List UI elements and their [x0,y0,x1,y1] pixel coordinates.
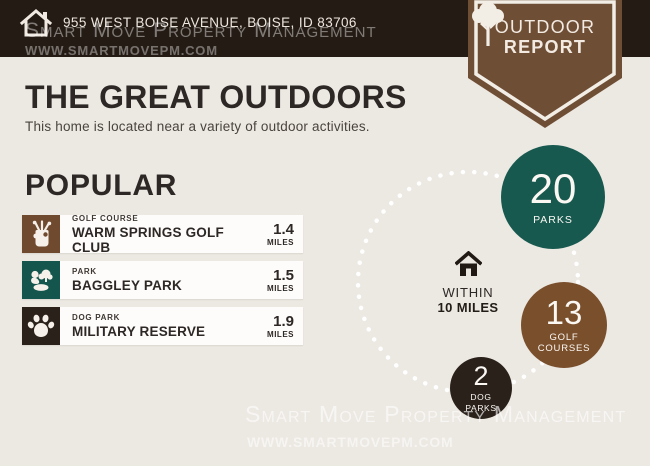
header-watermark-url: WWW.SMARTMOVEPM.COM [25,43,218,58]
stat-bubble-golf-courses: 13 GOLF COURSES [521,282,607,368]
place-name: MILITARY RESERVE [72,324,206,339]
dog-parks-count: 2 [473,361,489,392]
place-category: PARK [72,267,97,276]
place-distance-unit: MILES [267,237,294,247]
parks-count: 20 [529,165,577,212]
list-item-golf-course: GOLF COURSE WARM SPRINGS GOLF CLUB 1.4 M… [22,213,303,255]
paw-icon [22,307,60,345]
list-item-dog-park: DOG PARK MILITARY RESERVE 1.9 MILES [22,307,303,345]
place-name: BAGGLEY PARK [72,278,182,293]
header-watermark-brand: Smart Move Property Management [25,19,377,42]
house-icon [453,250,483,276]
place-distance-unit: MILES [267,329,294,339]
golf-courses-count: 13 [545,293,583,331]
outdoor-report-badge: OUTDOOR REPORT [468,0,622,130]
page-title: THE GREAT OUTDOORS [25,79,407,115]
place-category: DOG PARK [72,313,121,322]
golf-courses-label: GOLF COURSES [537,331,591,354]
radius-center-label: WITHIN 10 MILES [428,250,508,315]
parks-label: PARKS [533,214,573,226]
house-outline-icon [19,9,53,37]
page-subtitle: This home is located near a variety of o… [25,119,370,134]
place-distance: 1.4 [273,220,294,238]
tree-icon [472,2,504,46]
stat-bubble-parks: 20 PARKS [501,145,605,249]
footer-watermark-url: WWW.SMARTMOVEPM.COM [247,434,454,450]
badge-title-line1: OUTDOOR [494,17,596,37]
place-category: GOLF COURSE [72,213,139,223]
footer-watermark-brand: Smart Move Property Management [245,401,627,427]
popular-places-list: GOLF COURSE WARM SPRINGS GOLF CLUB 1.4 M… [22,213,303,353]
stat-bubble-dog-parks: 2 DOG PARKS [450,357,512,419]
list-item-park: PARK BAGGLEY PARK 1.5 MILES [22,261,303,299]
place-distance: 1.9 [273,312,294,330]
dog-parks-label: DOG PARKS [465,392,497,413]
badge-title-line2: REPORT [503,36,587,57]
badge-pennant-shape [468,0,622,128]
golf-bag-icon [22,215,60,253]
park-icon [22,261,60,299]
within-label: WITHIN [442,285,494,300]
ten-miles-label: 10 MILES [437,300,499,315]
place-name: WARM SPRINGS GOLF CLUB [72,224,224,255]
property-address: 955 WEST BOISE AVENUE, BOISE, ID 83706 [63,15,357,30]
place-distance: 1.5 [273,266,294,284]
popular-section-heading: POPULAR [25,169,178,202]
place-distance-unit: MILES [267,283,294,293]
